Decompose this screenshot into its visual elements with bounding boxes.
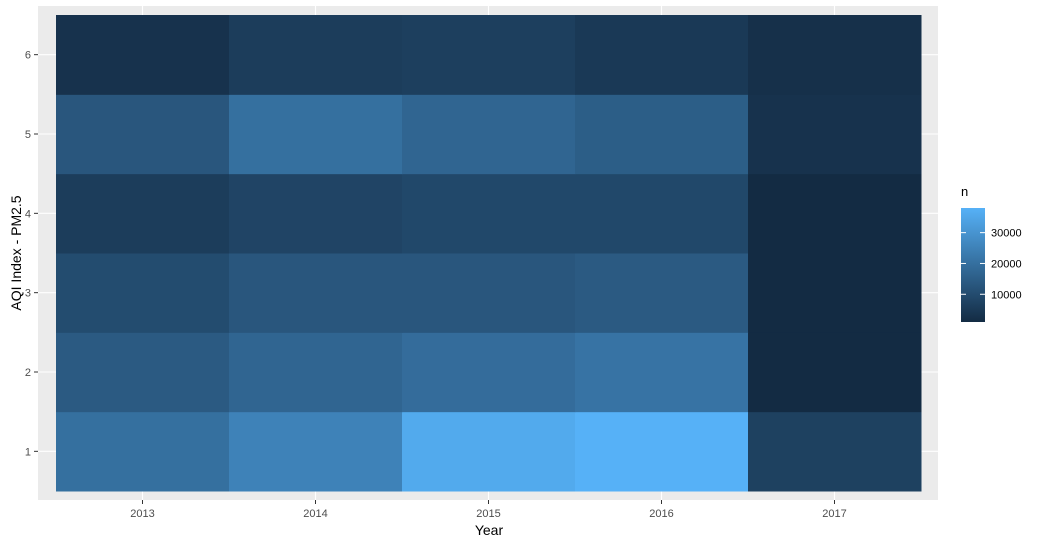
heatmap-cell [402,411,576,492]
x-tick-label: 2016 [649,508,673,520]
heatmap-cell [56,411,230,492]
heatmap-cell [56,173,230,254]
heatmap-cell [56,332,230,413]
heatmap-cell [748,173,922,254]
heatmap-cell [402,332,576,413]
legend-tick-label: 10000 [991,289,1022,301]
y-tick-label: 6 [25,50,31,62]
heatmap-cell [575,15,749,95]
heatmap-cell [402,15,576,95]
heatmap-cell [402,253,576,333]
heatmap-cell [748,411,922,492]
legend-tick-label: 20000 [991,258,1022,270]
y-tick-label: 5 [25,129,31,141]
heatmap-cell [575,332,749,413]
heatmap-cell [56,253,230,333]
y-tick-label: 1 [25,446,31,458]
x-tick-label: 2017 [822,508,846,520]
heatmap-cell [229,411,403,492]
heatmap-cell [575,411,749,492]
heatmap-cell [229,253,403,333]
x-tick-label: 2014 [303,508,327,520]
heatmap-cell [56,15,230,95]
x-tick-label: 2013 [130,508,154,520]
y-axis-title: AQI Index - PM2.5 [8,195,24,310]
heatmap-cell [229,15,403,95]
x-axis-title: Year [475,522,504,538]
y-axis-ticks: 1 2 3 4 5 6 [25,50,38,458]
heatmap-cell [748,15,922,95]
heatmap-cell [402,173,576,254]
legend: n 10000 20000 30000 [961,184,1022,322]
heatmap-cell [402,94,576,175]
heatmap-cells [56,15,922,492]
x-axis-ticks: 2013 2014 2015 2016 2017 [130,500,847,520]
legend-tick-label: 30000 [991,228,1022,240]
legend-ticks: 10000 20000 30000 [961,228,1022,301]
legend-title: n [961,184,968,199]
heatmap-cell [229,332,403,413]
legend-colorbar [961,208,985,322]
heatmap-cell [229,94,403,175]
heatmap-cell [575,94,749,175]
heatmap-cell [229,173,403,254]
heatmap-cell [748,332,922,413]
x-tick-label: 2015 [476,508,500,520]
heatmap-cell [748,253,922,333]
heatmap-cell [56,94,230,175]
y-tick-label: 3 [25,288,31,300]
heatmap-cell [575,173,749,254]
y-tick-label: 4 [25,208,31,220]
y-tick-label: 2 [25,367,31,379]
heatmap-cell [748,94,922,175]
heatmap-cell [575,253,749,333]
